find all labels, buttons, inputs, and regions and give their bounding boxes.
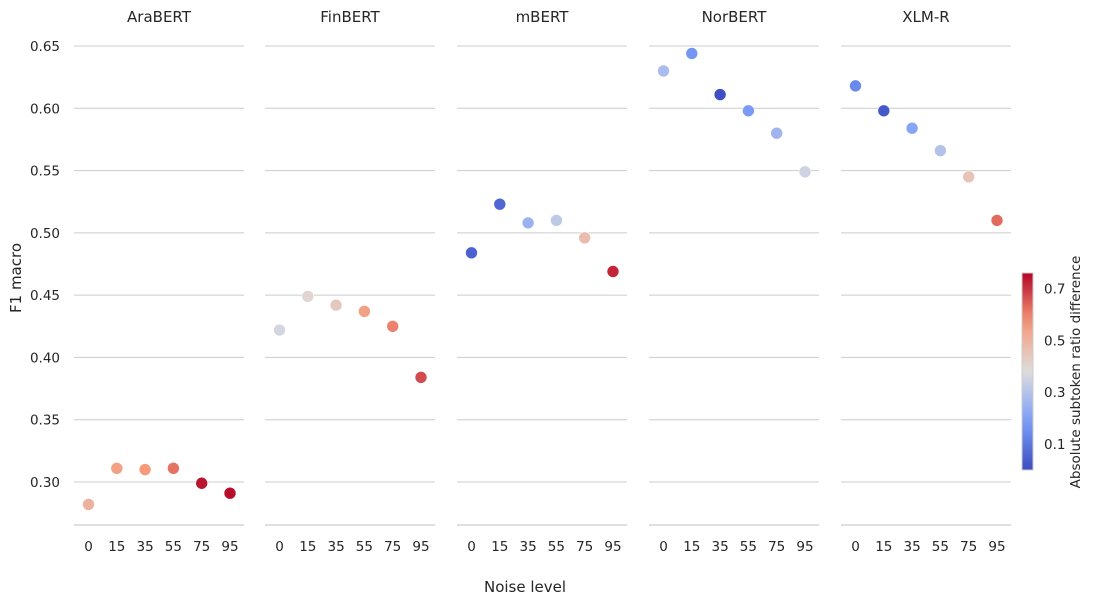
x-tick-label: 75 [384,539,401,555]
data-point [138,463,152,476]
data-point [273,323,286,337]
data-point [550,214,563,227]
panel-title: mBERT [516,8,570,26]
data-point [713,88,727,101]
x-tick-label: 35 [904,539,921,555]
y-tick-label: 0.50 [30,226,60,242]
x-tick-label: 0 [851,539,860,555]
x-tick-label: 55 [356,539,373,555]
x-tick-label: 0 [84,539,93,555]
x-tick-label: 95 [796,539,813,555]
data-point [905,121,919,135]
data-point [657,64,670,78]
x-tick-label: 35 [520,539,537,555]
data-point [962,170,976,184]
colorbar-label: Absolute subtoken ratio difference [1068,256,1084,489]
y-tick-label: 0.30 [30,475,60,491]
x-tick-label: 35 [328,539,345,555]
y-tick-label: 0.40 [30,350,60,366]
x-axis-label: Noise level [484,578,566,596]
data-point [301,290,315,303]
x-tick-label: 0 [467,539,476,555]
x-tick-label: 15 [875,539,892,555]
x-tick-label: 55 [932,539,949,555]
colorbar: 0.1 0.3 0.5 0.7 Absolute subtoken ratio diff… [1021,256,1084,489]
panel-title: NorBERT [702,8,768,26]
x-tick-label: 75 [193,539,210,555]
data-point [521,216,535,230]
x-tick-label: 75 [768,539,785,555]
y-tick-label: 0.55 [30,164,60,180]
data-point [685,47,699,60]
data-point [770,126,784,140]
colorbar-tick-label: 0.5 [1044,333,1065,349]
data-point [414,371,428,384]
colorbar-tick-label: 0.7 [1044,282,1065,298]
data-point [167,461,180,475]
x-tick-label: 95 [604,539,621,555]
data-point [329,298,343,312]
colorbar-gradient [1021,272,1034,471]
data-point [493,197,507,211]
data-point [742,104,755,118]
colorbar-tick-label: 0.1 [1044,437,1065,453]
data-point [110,461,124,475]
x-tick-label: 55 [165,539,182,555]
data-point [358,305,371,318]
x-tick-label: 95 [221,539,238,555]
y-tick-label: 0.65 [30,39,60,55]
data-point [82,498,95,511]
y-axis-label: F1 macro [7,243,25,313]
panel-title: FinBERT [320,8,380,26]
x-tick-label: 95 [988,539,1005,555]
x-tick-label: 75 [576,539,593,555]
data-point [849,79,862,93]
panel-title: AraBERT [127,8,192,26]
x-tick-label: 15 [299,539,316,555]
data-point [877,104,891,118]
x-tick-label: 15 [491,539,508,555]
x-tick-label: 0 [659,539,668,555]
y-tick-label: 0.60 [30,101,60,117]
x-tick-label: 0 [275,539,284,555]
data-point [386,319,400,333]
data-point [578,231,592,245]
data-point [465,246,478,260]
data-points [82,47,1004,511]
data-point [934,144,947,157]
x-tick-label: 35 [137,539,154,555]
x-tick-label: 35 [712,539,729,555]
chart-text: 0.30 0.35 0.40 0.45 0.50 0.55 0.60 0.65 AraBERT 0… [7,8,1006,596]
data-point [195,476,208,490]
x-tick-label: 75 [960,539,977,555]
x-tick-label: 55 [548,539,565,555]
data-point [223,486,237,500]
colorbar-tick-label: 0.3 [1044,385,1065,401]
y-tick-label: 0.45 [30,288,60,304]
y-tick-label: 0.35 [30,413,60,429]
data-point [798,165,812,179]
data-point [990,214,1004,227]
x-tick-label: 55 [740,539,757,555]
x-tick-label: 15 [108,539,125,555]
panel-title: XLM-R [902,8,949,26]
x-tick-label: 15 [683,539,700,555]
data-point [606,265,620,278]
x-tick-label: 95 [412,539,429,555]
grid-lines [74,45,1011,483]
